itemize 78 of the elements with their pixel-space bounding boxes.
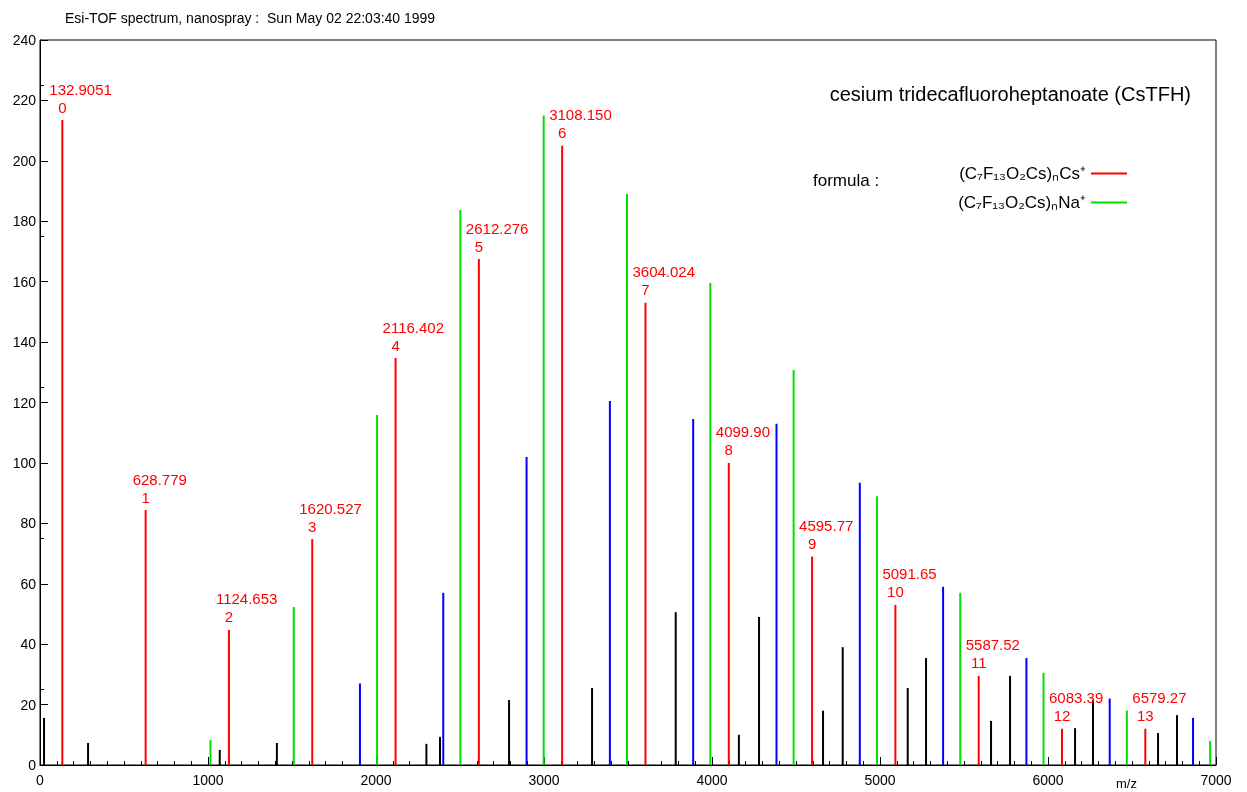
bar [709, 282, 712, 765]
annotation: 628.779 1 [132, 470, 187, 506]
bar [442, 592, 445, 765]
annotation: 2612.276 5 [465, 219, 529, 255]
bar [875, 496, 878, 765]
bar [1042, 672, 1045, 765]
bar [1125, 710, 1128, 765]
bar [977, 675, 980, 765]
bar [525, 456, 528, 765]
bar [959, 592, 962, 765]
x-tick-label: 6000 [1032, 772, 1064, 788]
bar [61, 120, 64, 765]
bar [376, 414, 379, 765]
bar [644, 302, 647, 765]
annotation: 5587.52 11 [965, 636, 1020, 672]
annotation: cesium tridecafluoroheptanoate (CsTFH) [829, 83, 1192, 105]
legend-title: formula : [813, 171, 880, 190]
bar [311, 539, 314, 765]
y-tick-label: 140 [12, 334, 37, 351]
bar [1144, 728, 1147, 765]
bar [477, 259, 480, 765]
x-axis-title: m/z [1116, 776, 1137, 791]
bar [626, 194, 629, 765]
bar [811, 556, 814, 765]
y-tick-label: 0 [28, 757, 37, 773]
bar [727, 462, 730, 765]
bar [1025, 658, 1028, 765]
y-tick-label: 60 [20, 575, 37, 592]
annotation: 5091.65 10 [882, 565, 937, 601]
bar [292, 607, 295, 765]
y-tick-label: 20 [20, 696, 37, 713]
bar [608, 400, 611, 765]
annotation: 3604.024 7 [632, 263, 696, 299]
bar [394, 358, 397, 765]
annotation: 3108.150 6 [549, 106, 612, 142]
annotation: 1620.527 3 [299, 499, 362, 535]
bar [858, 482, 861, 765]
bar [894, 604, 897, 765]
y-tick-label: 120 [12, 394, 37, 411]
annotation: 1124.653 2 [215, 590, 278, 626]
chart-title: Esi-TOF spectrum, nanospray : Sun May 02 22:03:40 1999 [65, 10, 436, 26]
bar [459, 210, 462, 765]
y-tick-label: 180 [12, 213, 37, 230]
bar [1108, 698, 1111, 765]
legend-label: (C₇F₁₃O₂Cs)ₙCs⁺ [959, 164, 1086, 183]
x-tick-label: 2000 [360, 772, 392, 788]
x-tick-label: 5000 [864, 772, 896, 788]
y-tick-label: 40 [20, 636, 37, 653]
bar [227, 629, 230, 765]
x-tick-label: 3000 [528, 772, 560, 788]
bar [1192, 717, 1195, 765]
annotation: 4099.90 8 [715, 423, 771, 459]
y-tick-label: 220 [12, 92, 37, 109]
bar [692, 419, 695, 765]
bar [1061, 728, 1064, 765]
bar [358, 683, 361, 765]
annotation: 2116.402 4 [382, 318, 445, 354]
y-tick-label: 240 [12, 32, 37, 48]
bar [792, 369, 795, 765]
bar [1209, 740, 1212, 765]
bar [942, 586, 945, 765]
y-tick-label: 160 [12, 273, 37, 290]
y-tick-label: 80 [20, 515, 37, 532]
x-tick-label: 7000 [1200, 772, 1232, 788]
annotation: 6083.39 12 [1049, 689, 1104, 725]
legend-label: (C₇F₁₃O₂Cs)ₙNa⁺ [958, 193, 1086, 212]
bar [775, 423, 778, 765]
x-tick-label: 4000 [696, 772, 728, 788]
x-tick-label: 1000 [192, 772, 224, 788]
annotation: 132.9051 0 [49, 80, 112, 116]
bar [561, 145, 564, 765]
bar [209, 739, 212, 765]
bar [542, 115, 545, 765]
y-tick-label: 100 [12, 454, 37, 471]
annotation: 4595.77 9 [799, 517, 854, 553]
bar [144, 510, 147, 765]
y-tick-label: 200 [12, 152, 37, 169]
annotation: 6579.27 13 [1132, 689, 1187, 725]
